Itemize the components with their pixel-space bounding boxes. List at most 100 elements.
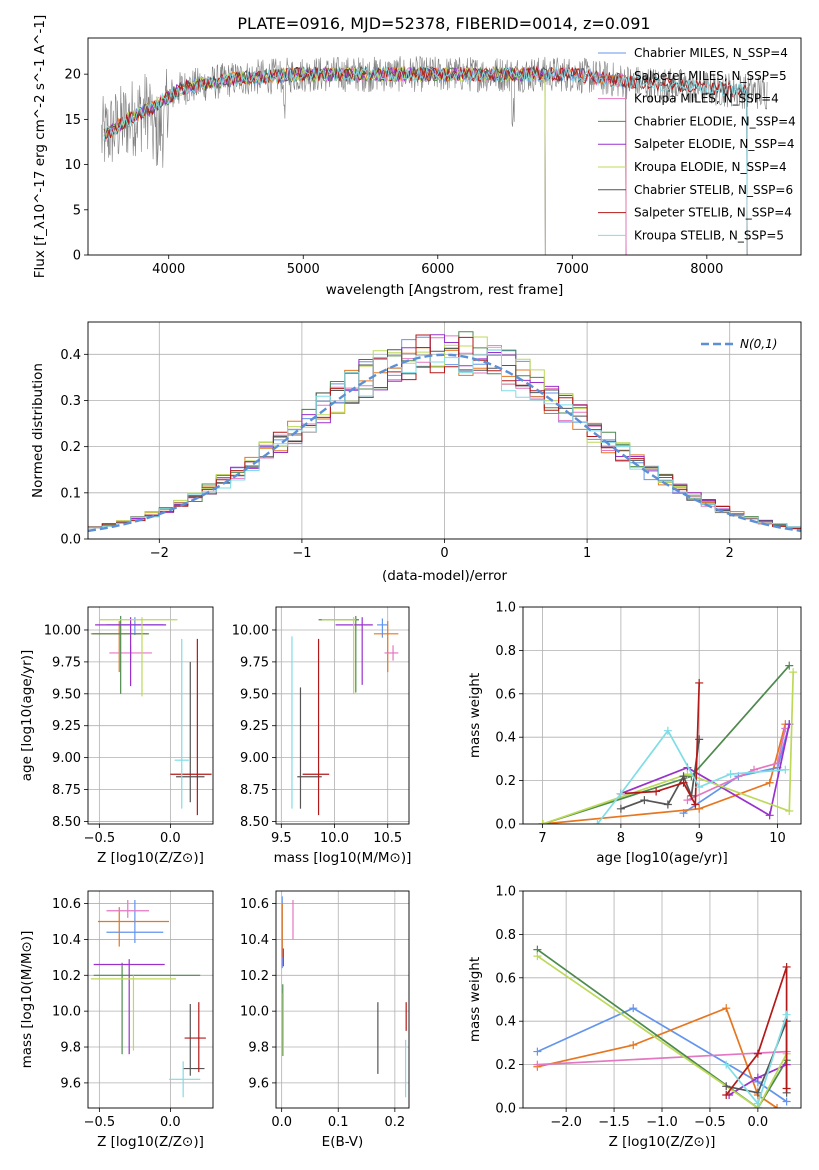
marker-salpeter_stelib: [722, 1090, 731, 1099]
plot-area: [101, 55, 768, 255]
y-tick-label: 1.0: [495, 601, 516, 616]
y-tick-label: 0.8: [495, 928, 516, 943]
plot-area: [88, 607, 213, 824]
axes-frame: [87, 321, 802, 540]
x-tick-label: 0.0: [160, 831, 181, 846]
y-tick-label: 10.6: [52, 897, 81, 912]
y-tick-label: 10.4: [52, 933, 81, 948]
y-tick-label: 15: [64, 113, 81, 128]
y-tick-label: 10.6: [240, 897, 269, 912]
panel-mass_vs_ebv: 0.0 0.1 0.2 9.6 9.8 10.0 10.2 10.4 10.6 E(B-V): [240, 890, 410, 1150]
marker-kroupa_stelib: [616, 789, 625, 798]
x-axis-label: Z [log10(Z/Z⊙)]: [609, 1134, 716, 1150]
x-tick-label: −0.5: [84, 1115, 116, 1130]
y-tick-label: 9.8: [248, 1041, 269, 1056]
marker-chabrier_stelib: [616, 804, 625, 813]
series-kroupa_miles: [537, 1050, 787, 1066]
y-tick-label: 10.00: [232, 623, 269, 638]
series-chabrier_stelib: [620, 739, 701, 810]
x-tick-label: 0.0: [748, 1115, 769, 1130]
x-tick-label: 8000: [690, 262, 723, 277]
series-salpeter_stelib: [725, 966, 788, 1096]
marker-kroupa_elodie: [789, 668, 798, 677]
x-tick-label: 6000: [421, 262, 454, 277]
tick-labels: 7 8 9 10 0.0 0.2 0.4 0.6 0.8 1.0: [495, 601, 785, 847]
y-tick-label: 9.50: [52, 687, 81, 702]
x-tick-label: 4000: [152, 262, 185, 277]
y-tick-label: 10.0: [240, 1005, 269, 1020]
x-tick-label: 9: [695, 831, 703, 846]
y-tick-label: 5: [73, 203, 81, 218]
tick-labels: 4000 5000 6000 7000 8000 0 5 10 15 20: [64, 68, 723, 277]
x-tick-label: 7: [538, 831, 546, 846]
x-tick-label: 9.5: [271, 831, 292, 846]
marker-chabrier_elodie: [785, 661, 794, 670]
x-axis-label: age [log10(age/yr)]: [596, 850, 728, 866]
marker-chabrier_stelib: [640, 796, 649, 805]
axes-frame: [87, 606, 214, 825]
marker-chabrier_miles: [782, 1097, 791, 1106]
y-tick-label: 0.0: [495, 818, 516, 833]
y-tick-label: 0.6: [495, 971, 516, 986]
y-tick-label: 10.4: [240, 933, 269, 948]
marker-salpeter_elodie: [753, 1073, 762, 1082]
histogram-kroupa_elodie: [88, 336, 801, 528]
tick-labels: 0.0 0.1 0.2 9.6 9.8 10.0 10.2 10.4 10.6: [240, 897, 405, 1130]
y-axis-label: mass weight: [467, 673, 483, 758]
y-tick-label: 20: [64, 68, 81, 83]
plot-area: [523, 607, 801, 824]
panel-spectrum: 4000 5000 6000 7000 8000 0 5 10 15 20 wavelength […: [32, 15, 802, 298]
marker-kroupa_miles: [533, 1060, 542, 1069]
y-tick-label: 0.0: [495, 1102, 516, 1117]
y-tick-label: 0.4: [495, 1015, 516, 1030]
y-tick-label: 10.0: [52, 1005, 81, 1020]
y-axis-label: mass [log10(M/M⊙)]: [19, 931, 35, 1069]
x-axis-label: E(B-V): [322, 1134, 364, 1150]
legend-entry: Kroupa ELODIE, N_SSP=4: [634, 160, 787, 174]
marker-salpeter_stelib: [652, 787, 661, 796]
y-tick-label: 0.2: [60, 440, 81, 455]
y-tick-label: 9.8: [60, 1041, 81, 1056]
series-chabrier_elodie: [536, 948, 788, 1108]
marker-salpeter_miles: [629, 1041, 638, 1050]
series-chabrier_elodie: [542, 665, 790, 824]
axes-frame: [275, 890, 410, 1109]
y-tick-label: 0: [73, 249, 81, 264]
marker-kroupa_stelib: [726, 770, 735, 779]
marker-salpeter_stelib: [695, 678, 704, 687]
series-kroupa_elodie: [536, 955, 788, 1108]
y-tick-label: 9.6: [248, 1076, 269, 1091]
marker-kroupa_elodie: [533, 952, 542, 961]
marker-salpeter_stelib: [691, 800, 700, 809]
y-tick-label: 9.25: [52, 719, 81, 734]
model-kroupa_stelib-spectrum: [103, 66, 748, 255]
histogram-salpeter_elodie: [88, 334, 801, 528]
x-tick-label: 7000: [556, 262, 589, 277]
plot-area: [276, 891, 409, 1108]
marker-salpeter_miles: [722, 1004, 731, 1013]
marker-kroupa_stelib: [593, 820, 602, 824]
plot-area: [276, 607, 409, 824]
y-tick-label: 10: [64, 158, 81, 173]
y-axis-label: Flux [f_λ10^-17 erg cm^-2 s^-1 A^-1]: [32, 15, 48, 278]
marker-kroupa_stelib: [781, 765, 790, 774]
x-tick-label: 2: [726, 546, 734, 561]
y-tick-label: 0.2: [495, 1058, 516, 1073]
series-kroupa_elodie: [542, 672, 795, 824]
x-axis-label: Z [log10(Z/Z⊙)]: [97, 850, 204, 866]
legend-entry: Kroupa STELIB, N_SSP=5: [634, 228, 784, 242]
y-axis-label: Normed distribution: [30, 363, 46, 498]
marker-salpeter_stelib: [782, 962, 791, 971]
y-tick-label: 8.75: [52, 783, 81, 798]
y-tick-label: 0.4: [495, 731, 516, 746]
x-tick-label: −1.0: [646, 1115, 678, 1130]
plot-area: [88, 322, 801, 539]
marker-salpeter_elodie: [765, 811, 774, 820]
marker-kroupa_stelib: [663, 726, 672, 735]
model-chabrier_miles-spectrum: [103, 65, 627, 255]
plot-area: [523, 891, 801, 1108]
histogram-salpeter_stelib: [88, 334, 801, 529]
y-tick-label: 10.2: [52, 969, 81, 984]
marker-chabrier_stelib: [722, 1082, 731, 1091]
